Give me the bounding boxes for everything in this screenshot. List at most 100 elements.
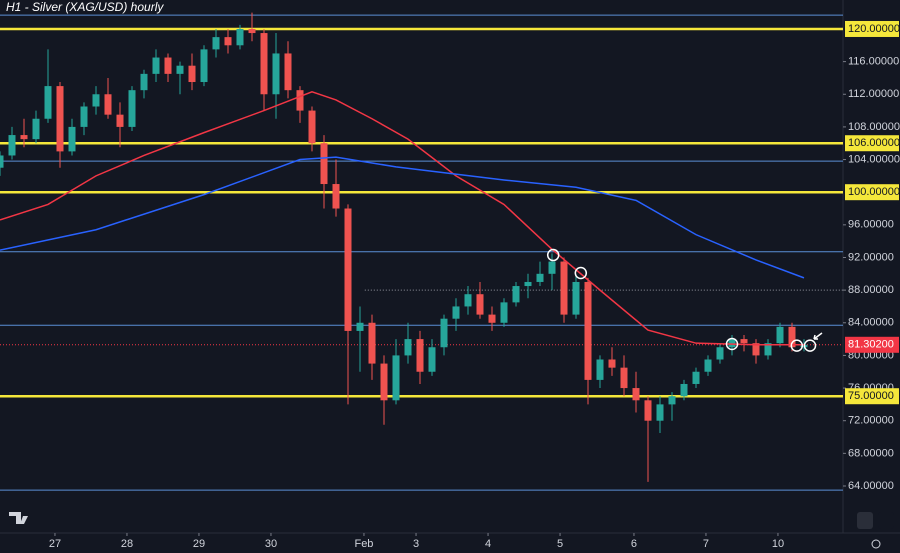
- candle-body: [596, 359, 604, 380]
- x-tick-label: 10: [772, 538, 784, 550]
- y-tick-label: 116.00000: [848, 56, 899, 68]
- candle-body: [776, 326, 784, 344]
- candle-body: [764, 343, 772, 356]
- candle-body: [176, 65, 184, 74]
- x-tick-label: 28: [121, 538, 133, 550]
- chart-title: H1 - Silver (XAG/USD) hourly: [6, 0, 164, 14]
- x-tick-label: 3: [413, 538, 419, 550]
- candle-body: [620, 367, 628, 389]
- x-tick-label: 4: [485, 538, 491, 550]
- candle-body: [68, 126, 76, 152]
- y-tick-label: 112.00000: [848, 88, 899, 100]
- annotation-circle: [574, 266, 588, 280]
- candle-body: [704, 359, 712, 372]
- candle-body: [536, 273, 544, 282]
- candle-body: [152, 57, 160, 74]
- x-tick-label: 30: [265, 538, 277, 550]
- candle-body: [428, 347, 436, 372]
- moving-average: [0, 156, 805, 279]
- level-label-box: [845, 20, 899, 37]
- plot-area: [0, 12, 843, 491]
- candle-body: [332, 184, 340, 209]
- level-label: 106.00000: [848, 137, 900, 149]
- candle-body: [188, 65, 196, 83]
- x-tick-label: Feb: [354, 538, 373, 550]
- candle-body: [248, 28, 256, 34]
- auto-scale-button[interactable]: [857, 512, 873, 529]
- candle-body: [272, 53, 280, 95]
- candle-body: [668, 396, 676, 405]
- annotation-circle: [790, 339, 804, 352]
- candle-body: [380, 363, 388, 401]
- candle-body: [56, 86, 64, 152]
- annotation-circle: [725, 337, 739, 351]
- x-tick-label: 29: [193, 538, 205, 550]
- candle-body: [164, 57, 172, 74]
- candle-body: [296, 90, 304, 111]
- candle-body: [356, 322, 364, 331]
- level-label: 120.00000: [848, 23, 900, 35]
- candle-body: [212, 37, 220, 50]
- last-price-label: 81.30200: [848, 339, 894, 351]
- candle-body: [20, 135, 28, 140]
- candle-body: [224, 37, 232, 46]
- annotation-circle: [803, 339, 817, 352]
- candle-body: [128, 90, 136, 127]
- candle-body: [140, 73, 148, 91]
- candle-body: [260, 33, 268, 95]
- candle-body: [476, 294, 484, 315]
- candle-body: [104, 94, 112, 115]
- level-label-box: [845, 388, 899, 405]
- y-tick-label: 104.00000: [848, 153, 900, 165]
- candle-body: [500, 302, 508, 323]
- candle-body: [0, 155, 4, 168]
- candle-body: [464, 294, 472, 307]
- candle-body: [572, 281, 580, 315]
- candle-body: [416, 339, 424, 372]
- log-scale-button[interactable]: [878, 512, 894, 529]
- candle-body: [440, 318, 448, 348]
- candle-body: [320, 143, 328, 185]
- candle-body: [368, 322, 376, 364]
- x-tick-label: 27: [49, 538, 61, 550]
- candle-body: [524, 281, 532, 287]
- tv-logo: [9, 512, 28, 524]
- level-label: 75.00000: [848, 390, 894, 402]
- annotation-circle: [546, 248, 560, 262]
- level-label: 100.00000: [848, 186, 900, 198]
- y-tick-label: 92.00000: [848, 251, 894, 263]
- x-tick-label: 5: [557, 538, 563, 550]
- candle-body: [392, 355, 400, 401]
- candle-body: [404, 339, 412, 356]
- candle-body: [308, 110, 316, 144]
- y-tick-label: 64.00000: [848, 480, 894, 492]
- candle-body: [236, 28, 244, 46]
- candle-body: [728, 339, 736, 348]
- level-label-box: [845, 135, 899, 152]
- moving-average: [0, 91, 804, 346]
- candle-body: [92, 94, 100, 107]
- candle-body: [32, 118, 40, 140]
- candle-body: [284, 53, 292, 91]
- candle-body: [740, 339, 748, 344]
- candle-body: [44, 86, 52, 119]
- candle-body: [548, 261, 556, 274]
- candle-body: [512, 286, 520, 303]
- candle-body: [80, 106, 88, 127]
- candle-body: [692, 371, 700, 384]
- y-tick-label: 88.00000: [848, 284, 894, 296]
- candle-body: [344, 208, 352, 331]
- candle-body: [488, 314, 496, 323]
- last-price-box: [845, 336, 899, 353]
- settings-button[interactable]: [871, 539, 881, 549]
- candle-body: [560, 261, 568, 315]
- y-tick-label: 84.00000: [848, 317, 894, 329]
- candle-body: [788, 326, 796, 348]
- candle-body: [632, 388, 640, 401]
- y-tick-label: 68.00000: [848, 447, 894, 459]
- candle-body: [656, 404, 664, 421]
- candle-body: [8, 135, 16, 156]
- y-tick-label: 72.00000: [848, 415, 894, 427]
